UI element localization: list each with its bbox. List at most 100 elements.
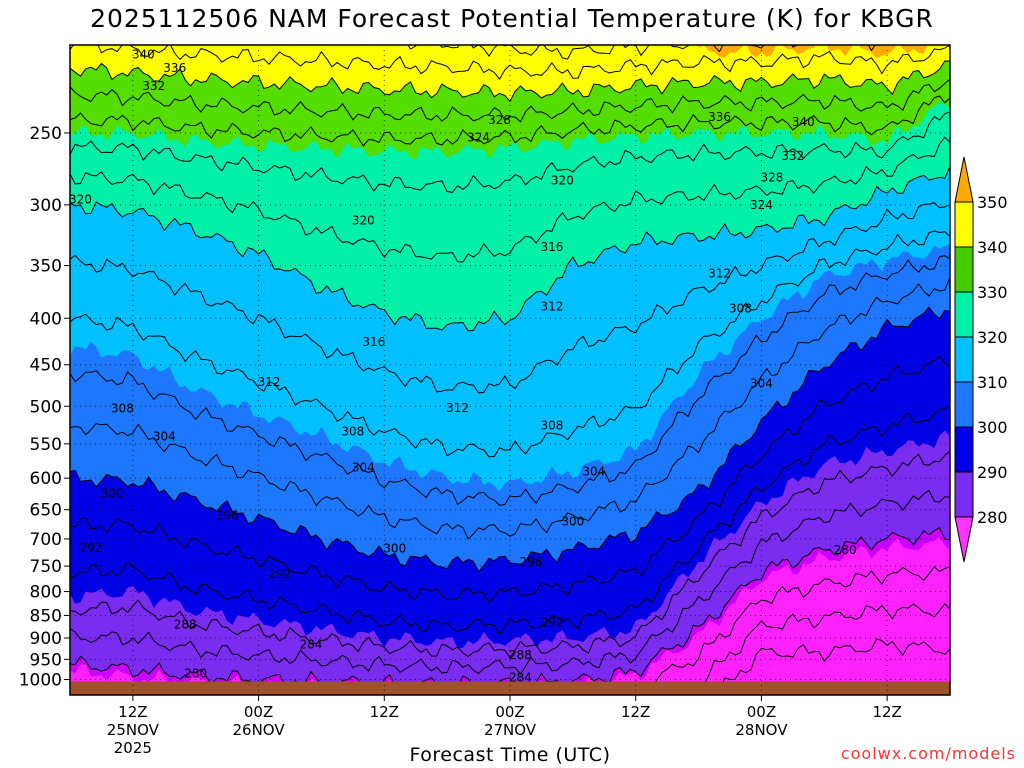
contour-label: 316 [540, 240, 563, 254]
contour-label: 288 [174, 618, 197, 632]
contour-label: 308 [111, 402, 134, 416]
x-tick-label: 00Z [244, 703, 273, 721]
colorbar-segment [954, 381, 974, 428]
y-tick-label: 900 [30, 629, 62, 649]
contour-label: 312 [446, 401, 469, 415]
contour-line-288 [70, 450, 950, 659]
contour-line-312 [70, 230, 950, 458]
contour-line-268 [716, 638, 950, 695]
contour-labels: 340 336 332 328 324 320 320 320 316 312 316 312 312 3… [69, 48, 857, 685]
contour-line-304 [70, 277, 950, 540]
x-tick-label: 12Z [621, 703, 650, 721]
contour-label: 324 [750, 198, 773, 212]
y-axis: 250 300 350 400 450 500 550 600 650 700 750 800 850 9… [19, 124, 70, 691]
x-tick-label: 12Z [118, 703, 147, 721]
x-tick-label: 26NOV [233, 721, 286, 739]
contour-label: 292 [268, 567, 291, 581]
colorbar-label: 330 [977, 283, 1008, 302]
colorbar-below-280 [954, 516, 974, 563]
colorbar-segment [954, 291, 974, 338]
y-tick-label: 350 [30, 257, 62, 277]
contour-label: 304 [750, 377, 773, 391]
colorbar-label: 350 [977, 193, 1008, 212]
contour-line-336 [70, 78, 950, 123]
colorbar-segment [954, 471, 974, 518]
colorbar-label: 310 [977, 373, 1008, 392]
colorbar-above-350 [954, 156, 974, 203]
contour-label: 336 [708, 110, 731, 124]
contour-line-328 [70, 111, 950, 193]
terrain-fill [70, 681, 950, 695]
theta-color-fill [70, 45, 950, 695]
contour-label: 304 [582, 465, 605, 479]
band-fill-below-280 [70, 536, 950, 695]
y-tick-label: 550 [30, 435, 62, 455]
contour-label: 340 [132, 48, 155, 62]
theta-contours [70, 45, 950, 695]
contour-line-284 [70, 489, 950, 675]
colorbar-segment [954, 246, 974, 293]
contour-line-324 [70, 136, 950, 263]
chart-title: 2025112506 NAM Forecast Potential Temper… [90, 4, 934, 33]
contour-label: 340 [792, 115, 815, 129]
contour-label: 320 [69, 193, 92, 207]
contour-label: 284 [509, 671, 532, 685]
contour-line-316 [70, 202, 950, 394]
contour-label: 280 [184, 667, 207, 681]
contour-label: 328 [488, 113, 511, 127]
contour-line-300 [70, 306, 950, 573]
colorbar-label: 320 [977, 328, 1008, 347]
x-tick-label: 12Z [872, 703, 901, 721]
contour-label: 312 [540, 299, 563, 313]
y-tick-label: 600 [30, 469, 62, 489]
y-tick-label: 700 [30, 530, 62, 550]
y-tick-label: 850 [30, 606, 62, 626]
contour-label: 308 [341, 424, 364, 438]
contour-label: 332 [142, 79, 165, 93]
colorbar-segment [954, 336, 974, 383]
contour-label: 292 [79, 541, 102, 555]
dotted-grid [70, 45, 950, 695]
y-tick-label: 300 [30, 196, 62, 216]
colorbar-segment [954, 426, 974, 473]
x-tick-label: 25NOV [107, 721, 160, 739]
contour-line-332 [70, 95, 950, 147]
y-tick-label: 250 [30, 124, 62, 144]
y-tick-label: 750 [30, 557, 62, 577]
credit-link[interactable]: coolwx.com/models [840, 744, 1016, 763]
colorbar-segment [954, 201, 974, 248]
y-tick-label: 1000 [19, 671, 62, 691]
colorbar-label: 290 [977, 463, 1008, 482]
terrain-band [70, 681, 950, 695]
x-tick-label: 00Z [495, 703, 524, 721]
colorbar-label: 300 [977, 418, 1008, 437]
x-tick-label: 2025 [114, 739, 152, 757]
colorbar-label: 340 [977, 238, 1008, 257]
y-tick-label: 950 [30, 650, 62, 670]
contour-label: 296 [519, 555, 542, 569]
y-tick-label: 500 [30, 397, 62, 417]
contour-label: 320 [551, 173, 574, 187]
x-tick-label: 27NOV [484, 721, 537, 739]
y-tick-label: 450 [30, 356, 62, 376]
contour-label: 336 [163, 61, 186, 75]
contour-label: 300 [100, 487, 123, 501]
contour-line-276 [71, 565, 950, 695]
contour-label: 296 [216, 509, 239, 523]
contour-label: 312 [708, 266, 731, 280]
contour-label: 312 [258, 375, 281, 389]
colorbar: 350 340 330 320 310 300 290 280 [954, 156, 1008, 563]
contour-label: 332 [781, 149, 804, 163]
contour-label: 304 [352, 460, 375, 474]
contour-label: 308 [540, 418, 563, 432]
contour-line-292 [70, 405, 950, 636]
x-tick-label: 28NOV [735, 721, 788, 739]
contour-line-280 [70, 527, 950, 692]
contour-label: 280 [834, 543, 857, 557]
contour-line-272 [667, 603, 950, 695]
y-tick-label: 800 [30, 583, 62, 603]
contour-label: 284 [299, 638, 322, 652]
contour-label: 304 [153, 430, 176, 444]
